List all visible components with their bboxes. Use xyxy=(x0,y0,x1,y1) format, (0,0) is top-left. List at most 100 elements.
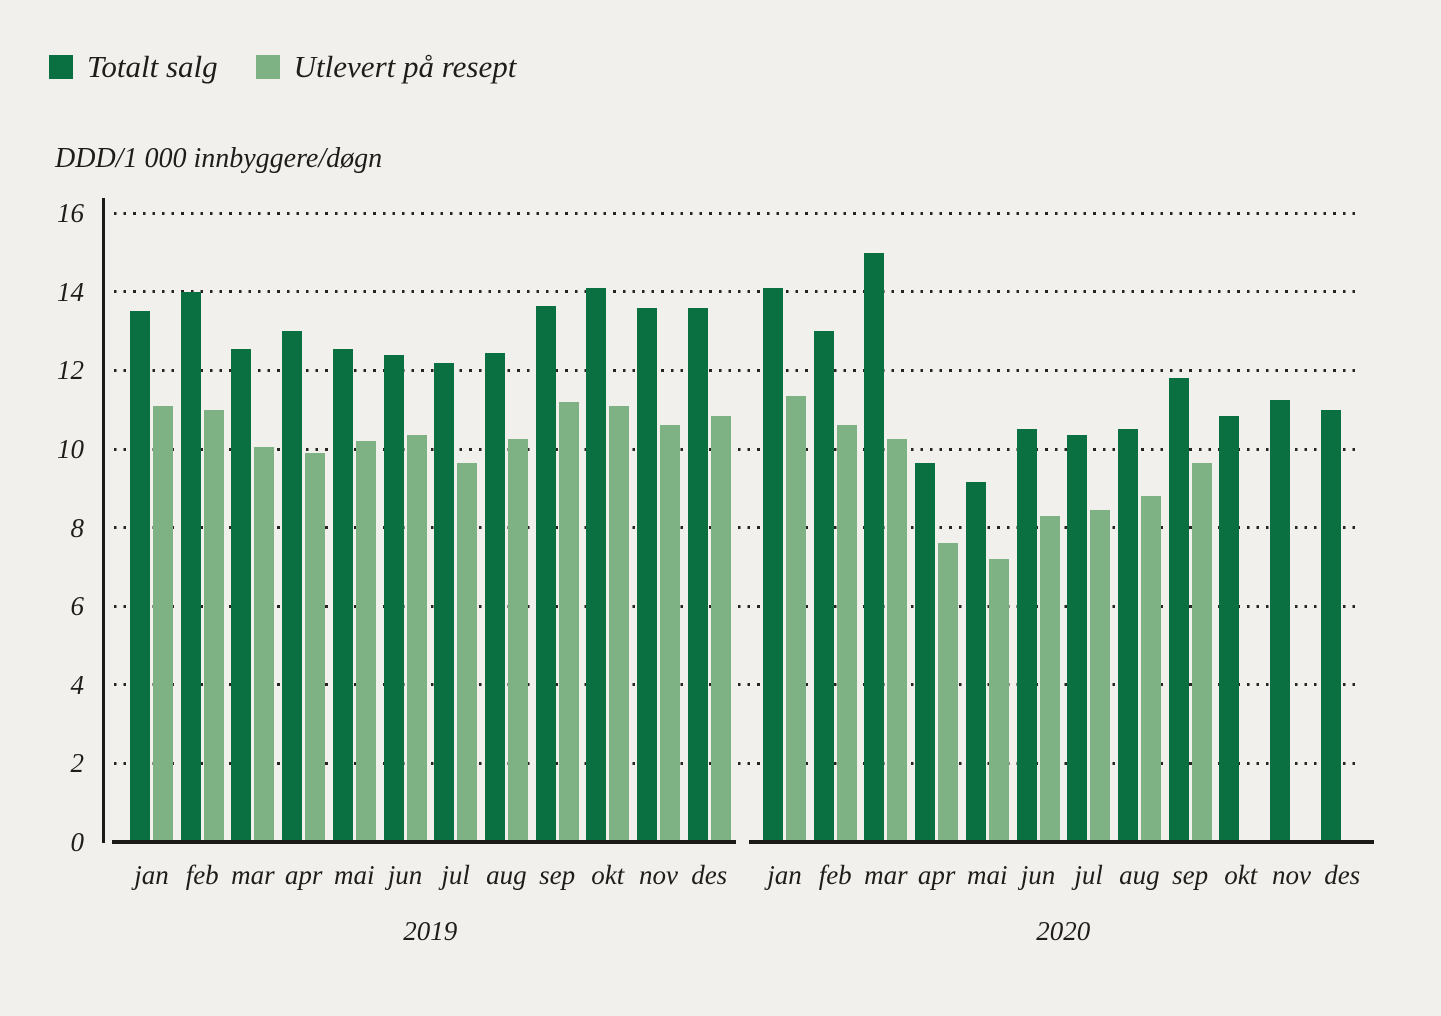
x-tick-label-2020-mai: mai xyxy=(967,860,1008,890)
gridline-2 xyxy=(114,761,1358,765)
x-tick-label-2020-jan: jan xyxy=(767,860,802,890)
y-axis-title: DDD/1 000 innbyggere/døgn xyxy=(55,143,383,174)
x-tick-label-2019-mai: mai xyxy=(334,860,375,890)
x-tick-label-2019-nov: nov xyxy=(639,860,678,890)
x-tick-label-2020-okt: okt xyxy=(1224,860,1258,890)
x-tick-label-2019-sep: sep xyxy=(539,860,576,890)
bar-totalt-2020-aug xyxy=(1117,429,1138,842)
bar-totalt-2020-jan xyxy=(763,287,783,842)
gridline-4 xyxy=(114,683,1358,687)
bar-resept-2019-jun xyxy=(406,435,427,842)
x-tick-label-2019-feb: feb xyxy=(185,860,219,890)
x-tick-label-2020-apr: apr xyxy=(917,860,956,890)
bar-totalt-2020-jul xyxy=(1067,435,1088,842)
x-tick-label-2019-apr: apr xyxy=(284,860,323,890)
y-tick-label-0: 0 xyxy=(70,827,85,857)
bar-totalt-2019-mai xyxy=(332,348,353,842)
bar-totalt-2020-okt xyxy=(1219,415,1240,842)
x-tick-label-2020-jun: jun xyxy=(1020,860,1056,890)
gridline-12 xyxy=(114,368,1358,372)
legend-item-utlevert-pa-resept: Utlevert på resept xyxy=(255,49,517,84)
y-tick-label-16: 16 xyxy=(57,198,84,229)
legend: Totalt salg Utlevert på resept xyxy=(49,51,516,82)
bar-totalt-2019-jun xyxy=(383,354,404,842)
bar-resept-2020-feb xyxy=(836,425,857,842)
gridline-10 xyxy=(114,447,1358,451)
bar-totalt-2019-okt xyxy=(586,287,607,842)
x-tick-label-2019-jan: jan xyxy=(134,860,169,890)
y-tick-label-14: 14 xyxy=(57,276,84,307)
bar-resept-2019-aug xyxy=(507,439,528,842)
bar-totalt-2020-mai xyxy=(965,482,986,842)
bar-resept-2019-sep xyxy=(558,401,579,842)
y-tick-label-12: 12 xyxy=(57,355,84,386)
bar-totalt-2020-apr xyxy=(915,462,936,842)
bar-totalt-2019-jul xyxy=(434,362,455,842)
x-tick-label-2019-des: des xyxy=(691,860,728,890)
x-tick-label-2020-jul: jul xyxy=(1074,860,1103,890)
bar-resept-2019-jan xyxy=(153,405,173,842)
gridline-6 xyxy=(114,604,1358,608)
bar-totalt-2019-apr xyxy=(282,331,303,842)
bar-resept-2019-mai xyxy=(355,441,376,842)
bar-resept-2019-jul xyxy=(457,462,478,842)
bar-resept-2020-mar xyxy=(887,439,908,842)
bar-resept-2020-jan xyxy=(786,395,806,842)
bar-totalt-2020-feb xyxy=(813,331,834,842)
x-tick-label-2020-des: des xyxy=(1324,860,1361,890)
x-axis-baseline-2019 xyxy=(112,840,736,844)
x-tick-label-2020-aug: aug xyxy=(1119,860,1160,890)
bar-resept-2020-apr xyxy=(938,543,959,842)
bar-resept-2019-apr xyxy=(305,452,326,842)
bar-resept-2019-des xyxy=(710,415,731,842)
bar-totalt-2020-des xyxy=(1320,409,1341,842)
bar-totalt-2019-mar xyxy=(231,348,252,842)
bar-totalt-2020-jun xyxy=(1016,429,1037,842)
x-tick-label-2019-mar: mar xyxy=(231,860,275,890)
bar-totalt-2019-feb xyxy=(180,291,201,842)
bar-totalt-2020-sep xyxy=(1168,378,1189,842)
legend-label: Utlevert på resept xyxy=(293,49,517,84)
y-tick-label-2: 2 xyxy=(70,748,85,779)
x-tick-label-2019-jun: jun xyxy=(387,860,423,890)
bar-resept-2020-mai xyxy=(988,559,1009,842)
bar-totalt-2019-des xyxy=(687,307,708,842)
totalt-salg-swatch-icon xyxy=(49,54,73,79)
bar-totalt-2019-sep xyxy=(535,305,556,842)
x-tick-label-2020-nov: nov xyxy=(1272,860,1311,890)
bar-resept-2019-mar xyxy=(254,447,275,842)
bar-resept-2020-jul xyxy=(1090,509,1111,842)
bar-totalt-2019-nov xyxy=(637,307,657,842)
x-tick-label-2020-sep: sep xyxy=(1172,860,1209,890)
year-label-2020: 2020 xyxy=(1036,916,1091,946)
bar-totalt-2020-nov xyxy=(1270,399,1290,842)
bar-resept-2019-okt xyxy=(609,405,630,842)
gridline-16 xyxy=(114,211,1358,215)
bar-totalt-2019-aug xyxy=(484,352,505,842)
year-label-2019: 2019 xyxy=(403,916,458,946)
bar-resept-2020-sep xyxy=(1191,462,1212,842)
y-tick-label-10: 10 xyxy=(57,434,84,464)
x-tick-label-2019-jul: jul xyxy=(441,860,470,890)
x-tick-label-2020-feb: feb xyxy=(818,860,852,890)
y-tick-label-4: 4 xyxy=(70,669,85,700)
y-tick-label-6: 6 xyxy=(70,591,85,622)
utlevert-pa-resept-swatch-icon xyxy=(255,54,280,79)
bar-totalt-2019-jan xyxy=(130,311,150,842)
bar-totalt-2020-mar xyxy=(864,252,885,842)
bar-resept-2019-nov xyxy=(660,425,680,842)
x-tick-label-2020-mar: mar xyxy=(864,860,908,890)
y-tick-label-8: 8 xyxy=(70,512,85,543)
gridline-14 xyxy=(114,290,1358,294)
x-tick-label-2019-okt: okt xyxy=(591,860,625,890)
legend-item-totalt-salg: Totalt salg xyxy=(49,51,218,82)
legend-label: Totalt salg xyxy=(87,49,218,84)
gridline-8 xyxy=(114,526,1358,530)
bar-resept-2019-feb xyxy=(203,409,224,842)
y-axis-line xyxy=(102,198,105,843)
x-tick-label-2019-aug: aug xyxy=(486,860,527,890)
x-axis-baseline-2020 xyxy=(749,840,1374,844)
bar-resept-2020-aug xyxy=(1140,496,1161,842)
